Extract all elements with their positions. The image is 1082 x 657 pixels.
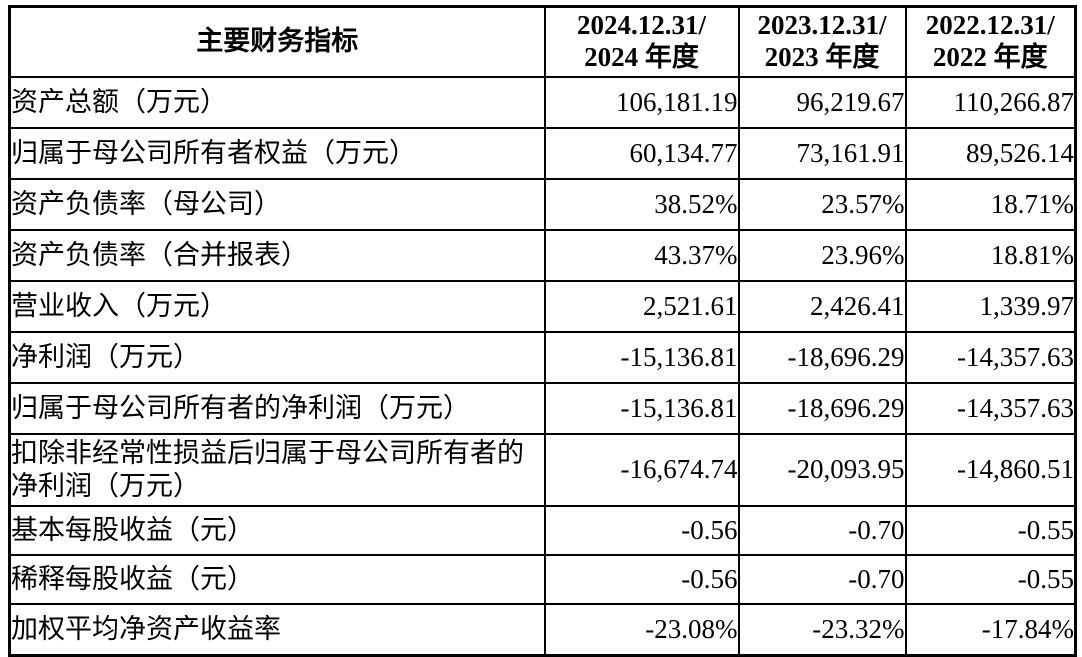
- indicator-cell: 净利润（万元）: [8, 330, 546, 384]
- value-cell: -14,860.51: [904, 432, 1077, 507]
- value-cell: 2,521.61: [543, 279, 740, 333]
- indicator-cell: 稀释每股收益（元）: [8, 553, 546, 605]
- period-2022-line2: 2022 年度: [932, 41, 1048, 72]
- value-cell: 38.52%: [543, 177, 740, 231]
- value-cell: 89,526.14: [904, 126, 1077, 180]
- value-cell: 60,134.77: [543, 126, 740, 180]
- indicator-cell: 营业收入（万元）: [8, 279, 546, 333]
- table-row: 扣除非经常性损益后归属于母公司所有者的净利润（万元） -16,674.74 -2…: [8, 432, 1077, 507]
- value-cell: -0.70: [737, 504, 907, 556]
- header-indicator-cell: 主要财务指标: [8, 5, 546, 78]
- indicator-cell: 资产负债率（母公司）: [8, 177, 546, 231]
- value-cell: -0.56: [543, 504, 740, 556]
- period-2023-line2: 2023 年度: [764, 41, 880, 72]
- table-header-row: 主要财务指标 2024.12.31/ 2024 年度 2023.12.31/ 2…: [8, 5, 1077, 78]
- table-row: 净利润（万元） -15,136.81 -18,696.29 -14,357.63: [8, 330, 1077, 384]
- indicator-cell: 归属于母公司所有者权益（万元）: [8, 126, 546, 180]
- value-cell: 43.37%: [543, 228, 740, 282]
- indicator-cell: 归属于母公司所有者的净利润（万元）: [8, 381, 546, 435]
- value-cell: 1,339.97: [904, 279, 1077, 333]
- period-2024-line1: 2024.12.31/: [576, 10, 706, 40]
- indicator-cell: 资产负债率（合并报表）: [8, 228, 546, 282]
- period-2022-line1: 2022.12.31/: [925, 10, 1055, 40]
- table-row: 资产总额（万元） 106,181.19 96,219.67 110,266.87: [8, 75, 1077, 129]
- header-period-2023-cell: 2023.12.31/ 2023 年度: [737, 5, 907, 78]
- value-cell: -0.70: [737, 553, 907, 605]
- indicator-cell: 加权平均净资产收益率: [8, 602, 546, 657]
- indicator-cell: 扣除非经常性损益后归属于母公司所有者的净利润（万元）: [8, 432, 546, 507]
- value-cell: -0.56: [543, 553, 740, 605]
- value-cell: -20,093.95: [737, 432, 907, 507]
- value-cell: 110,266.87: [904, 75, 1077, 129]
- value-cell: -23.32%: [737, 602, 907, 657]
- table-row: 归属于母公司所有者权益（万元） 60,134.77 73,161.91 89,5…: [8, 126, 1077, 180]
- value-cell: 73,161.91: [737, 126, 907, 180]
- value-cell: -17.84%: [904, 602, 1077, 657]
- table-row: 加权平均净资产收益率 -23.08% -23.32% -17.84%: [8, 602, 1077, 657]
- value-cell: -0.55: [904, 553, 1077, 605]
- table-row: 资产负债率（母公司） 38.52% 23.57% 18.71%: [8, 177, 1077, 231]
- value-cell: -14,357.63: [904, 381, 1077, 435]
- value-cell: 2,426.41: [737, 279, 907, 333]
- value-cell: 18.81%: [904, 228, 1077, 282]
- value-cell: -18,696.29: [737, 381, 907, 435]
- value-cell: -14,357.63: [904, 330, 1077, 384]
- value-cell: -18,696.29: [737, 330, 907, 384]
- header-period-2022-cell: 2022.12.31/ 2022 年度: [904, 5, 1077, 78]
- value-cell: -15,136.81: [543, 381, 740, 435]
- value-cell: 96,219.67: [737, 75, 907, 129]
- table-row: 稀释每股收益（元） -0.56 -0.70 -0.55: [8, 553, 1077, 605]
- period-2023-line1: 2023.12.31/: [757, 10, 887, 40]
- value-cell: 23.96%: [737, 228, 907, 282]
- value-cell: 106,181.19: [543, 75, 740, 129]
- value-cell: -0.55: [904, 504, 1077, 556]
- table-row: 归属于母公司所有者的净利润（万元） -15,136.81 -18,696.29 …: [8, 381, 1077, 435]
- table-row: 基本每股收益（元） -0.56 -0.70 -0.55: [8, 504, 1077, 556]
- value-cell: -16,674.74: [543, 432, 740, 507]
- value-cell: -15,136.81: [543, 330, 740, 384]
- indicator-cell: 资产总额（万元）: [8, 75, 546, 129]
- indicator-cell: 基本每股收益（元）: [8, 504, 546, 556]
- period-2024-line2: 2024 年度: [584, 41, 699, 72]
- value-cell: 18.71%: [904, 177, 1077, 231]
- table-row: 资产负债率（合并报表） 43.37% 23.96% 18.81%: [8, 228, 1077, 282]
- table-row: 营业收入（万元） 2,521.61 2,426.41 1,339.97: [8, 279, 1077, 333]
- header-period-2024-cell: 2024.12.31/ 2024 年度: [543, 5, 740, 78]
- value-cell: -23.08%: [543, 602, 740, 657]
- value-cell: 23.57%: [737, 177, 907, 231]
- financial-indicators-table: 主要财务指标 2024.12.31/ 2024 年度 2023.12.31/ 2…: [8, 5, 1077, 657]
